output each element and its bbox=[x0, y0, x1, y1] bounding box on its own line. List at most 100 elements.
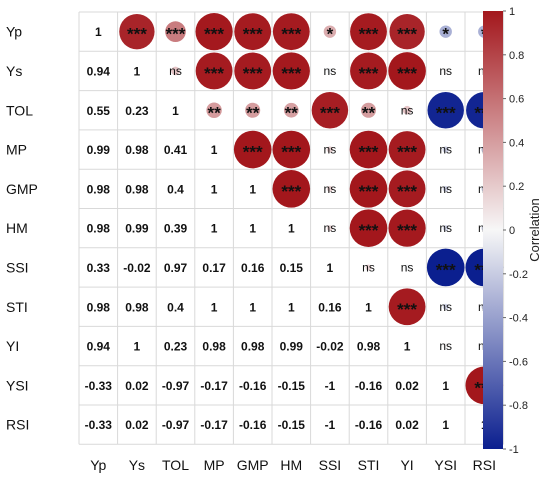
correlation-circle bbox=[349, 130, 388, 169]
correlation-value: 0.02 bbox=[125, 379, 149, 393]
row-label: Ys bbox=[6, 63, 22, 79]
correlation-value: 1 bbox=[95, 25, 102, 39]
row-label: SSI bbox=[6, 259, 29, 275]
correlation-circle bbox=[323, 25, 337, 38]
column-label: Ys bbox=[129, 457, 145, 473]
colorbar-gradient bbox=[483, 11, 503, 449]
significance-label: ns bbox=[439, 182, 452, 196]
correlation-circle bbox=[402, 105, 412, 115]
correlation-value: 0.15 bbox=[280, 261, 304, 275]
correlation-value: 1 bbox=[211, 182, 218, 196]
correlation-circle bbox=[233, 130, 272, 169]
colorbar-tick-label: -0.8 bbox=[509, 400, 528, 412]
column-label: MP bbox=[204, 457, 225, 473]
column-label: RSI bbox=[473, 457, 496, 473]
correlation-circle bbox=[311, 92, 349, 129]
correlation-circle bbox=[404, 264, 411, 271]
significance-label: *** bbox=[204, 64, 224, 83]
correlation-value: -0.17 bbox=[200, 379, 228, 393]
correlation-value: -0.15 bbox=[278, 418, 306, 432]
column-label: SSI bbox=[319, 457, 342, 473]
row-label: Yp bbox=[6, 24, 22, 40]
correlation-value: 0.39 bbox=[164, 222, 188, 236]
correlation-value: -0.97 bbox=[162, 379, 190, 393]
row-label: MP bbox=[6, 142, 27, 158]
significance-label: ns bbox=[324, 64, 337, 78]
correlation-circle bbox=[360, 102, 377, 118]
correlation-value: 1 bbox=[211, 300, 218, 314]
correlation-circle bbox=[283, 102, 299, 118]
significance-label: ** bbox=[285, 103, 299, 122]
significance-label: *** bbox=[166, 25, 186, 44]
correlation-circle bbox=[427, 92, 464, 129]
correlation-value: 1 bbox=[211, 222, 218, 236]
row-label: TOL bbox=[6, 102, 33, 118]
significance-label: *** bbox=[359, 64, 379, 83]
correlation-value: 1 bbox=[249, 222, 256, 236]
correlation-value: -0.16 bbox=[355, 418, 383, 432]
correlation-value: 0.02 bbox=[395, 379, 419, 393]
correlation-circle bbox=[442, 225, 449, 232]
significance-label: ns bbox=[362, 260, 375, 274]
significance-label: ns bbox=[324, 221, 337, 235]
correlation-value: 1 bbox=[249, 182, 256, 196]
correlation-value: -1 bbox=[325, 379, 336, 393]
column-label: YI bbox=[400, 457, 413, 473]
correlation-circle bbox=[350, 13, 387, 51]
correlation-value: 1 bbox=[249, 300, 256, 314]
correlation-circle bbox=[272, 13, 310, 51]
column-label: Yp bbox=[90, 457, 106, 473]
correlation-circle bbox=[426, 248, 465, 287]
correlation-value: -0.16 bbox=[239, 418, 267, 432]
column-labels: Yp Ys TOL MP GMP HM SSI STI YI YSI RSI bbox=[90, 457, 496, 473]
colorbar-tick-label: -0.6 bbox=[509, 356, 528, 368]
correlation-value: 1 bbox=[134, 64, 141, 78]
colorbar-tick-label: 0.2 bbox=[509, 181, 524, 193]
significance-label: *** bbox=[281, 143, 301, 162]
correlation-value: 0.16 bbox=[241, 261, 265, 275]
correlation-value: -0.97 bbox=[162, 418, 190, 432]
correlation-circle bbox=[326, 185, 333, 192]
correlation-value: 0.41 bbox=[164, 143, 188, 157]
correlation-circle bbox=[442, 343, 449, 350]
colorbar-tick-label: 0 bbox=[509, 225, 515, 237]
significance-label: *** bbox=[397, 64, 417, 83]
correlation-value: 0.98 bbox=[202, 340, 226, 354]
significance-label: *** bbox=[397, 25, 417, 44]
correlation-value: 0.02 bbox=[125, 418, 149, 432]
correlation-circle bbox=[349, 209, 388, 247]
correlation-circle bbox=[234, 52, 272, 90]
significance-label: ** bbox=[207, 103, 221, 122]
significance-label: *** bbox=[204, 25, 224, 44]
correlation-value: 0.97 bbox=[164, 261, 188, 275]
correlation-circle bbox=[388, 209, 426, 247]
correlation-value: -0.33 bbox=[85, 379, 113, 393]
colorbar-tick-label: -0.2 bbox=[509, 269, 528, 281]
correlation-circle bbox=[326, 67, 333, 74]
correlation-circle bbox=[442, 146, 449, 153]
significance-label: ns bbox=[439, 143, 452, 157]
correlation-value: 1 bbox=[172, 104, 179, 118]
correlation-circle bbox=[350, 52, 387, 90]
correlation-value: 0.94 bbox=[87, 340, 111, 354]
colorbar-tick-label: 1 bbox=[509, 6, 515, 18]
correlation-value: 0.98 bbox=[357, 340, 381, 354]
correlation-value: 0.16 bbox=[318, 300, 342, 314]
significance-label: ns bbox=[401, 103, 414, 117]
correlation-circle bbox=[365, 264, 372, 271]
correlation-circle bbox=[119, 13, 155, 50]
colorbar: 1 0.8 0.6 0.4 0.2 0 -0.2 -0.4 -0.6 -0.8 -1 Correla… bbox=[483, 6, 542, 456]
significance-label: *** bbox=[359, 182, 379, 201]
significance-label: *** bbox=[281, 182, 301, 201]
correlation-circle bbox=[272, 52, 310, 90]
correlation-circle bbox=[195, 52, 233, 90]
row-label: YSI bbox=[6, 377, 29, 393]
correlation-value: 0.33 bbox=[87, 261, 111, 275]
row-labels: Yp Ys TOL MP GMP HM SSI STI YI YSI RSI bbox=[6, 24, 38, 433]
significance-label: *** bbox=[281, 64, 301, 83]
correlation-value: 1 bbox=[404, 340, 411, 354]
row-label: GMP bbox=[6, 181, 38, 197]
significance-label: *** bbox=[397, 182, 417, 201]
row-label: YI bbox=[6, 338, 19, 354]
